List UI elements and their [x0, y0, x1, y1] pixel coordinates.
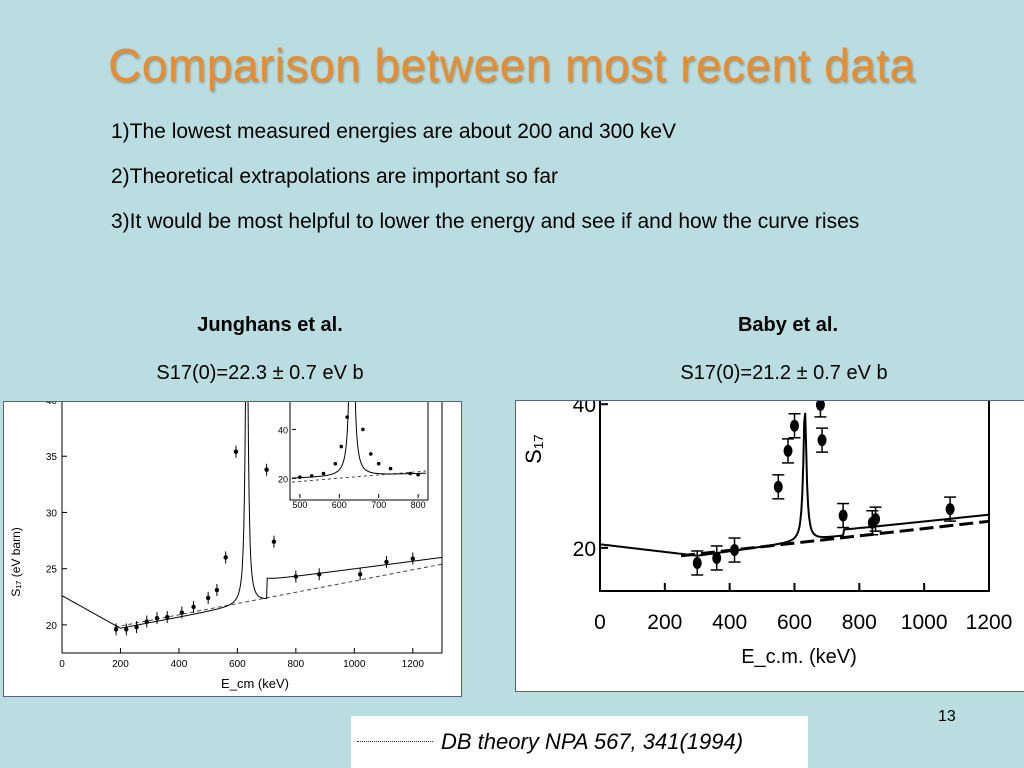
- data-point: [783, 444, 793, 457]
- fit-curve: [599, 412, 990, 557]
- inset-x-tick-label: 700: [371, 500, 386, 510]
- y-tick-label: 40: [46, 402, 58, 407]
- x-tick-label: 0: [59, 659, 65, 670]
- data-point: [815, 401, 825, 411]
- inset-data-point: [345, 415, 349, 419]
- data-point: [871, 513, 881, 526]
- bullet-2: 2)Theoretical extrapolations are importa…: [111, 165, 559, 188]
- x-tick-label: 200: [112, 659, 129, 670]
- bullet-3: 3)It would be most helpful to lower the …: [111, 210, 860, 233]
- bullet-1: 1)The lowest measured energies are about…: [111, 120, 677, 143]
- inset-data-point: [416, 472, 420, 477]
- junghans-chart-panel: 0 200 400 600 800 1000 1200 20 25 30 35 40 S₁₇ (eV …: [3, 401, 462, 697]
- y-tick-label: 20: [46, 621, 58, 632]
- inset-x-tick-label: 500: [292, 500, 307, 510]
- data-point: [214, 587, 220, 593]
- inset-frame: [289, 402, 429, 501]
- page-number: 13: [938, 708, 956, 725]
- y-tick-label: 30: [46, 508, 58, 519]
- inset-data-point: [388, 466, 393, 471]
- data-point: [410, 556, 415, 561]
- x-tick-label: 600: [777, 611, 812, 634]
- data-point: [730, 544, 740, 557]
- baby-chart-panel: 0 200 400 600 800 1000 1200 20 40 S₁₇ E_c.m. (ke…: [515, 400, 1024, 692]
- data-point: [205, 595, 211, 601]
- y-tick-label: 40: [573, 401, 596, 417]
- plot-frame: [61, 402, 443, 654]
- data-point: [838, 509, 848, 522]
- data-point: [817, 434, 827, 447]
- data-point: [712, 551, 722, 564]
- y-tick-label: 25: [46, 565, 58, 576]
- inset-x-tick-label: 800: [411, 500, 426, 510]
- inset-data-point: [298, 475, 302, 479]
- data-point: [144, 619, 149, 624]
- data-point: [945, 503, 955, 516]
- x-tick-label: 600: [229, 659, 246, 670]
- inset-fit-curve: [292, 402, 426, 479]
- y-tick-label: 20: [573, 538, 596, 561]
- x-tick-label: 1200: [966, 611, 1013, 634]
- page-title: Comparison between most recent data: [108, 39, 916, 91]
- legend-box: DB theory NPA 567, 341(1994): [351, 716, 808, 768]
- data-point: [113, 627, 119, 632]
- baby-chart: 0 200 400 600 800 1000 1200 20 40 S₁₇ E_c.m. (ke…: [521, 401, 1013, 668]
- x-tick-label: 0: [594, 611, 606, 634]
- x-tick-label: 400: [171, 659, 188, 670]
- left-result: S17(0)=22.3 ± 0.7 eV b: [156, 362, 364, 384]
- data-point: [384, 559, 389, 565]
- inset-y-tick-label: 40: [278, 425, 288, 435]
- y-axis-label: S₁₇: [521, 434, 546, 464]
- inset-data-point: [309, 474, 314, 478]
- data-point: [134, 624, 139, 630]
- inset-theory: [291, 470, 427, 483]
- right-author: Baby et al.: [737, 314, 839, 336]
- legend-text: DB theory NPA 567, 341(1994): [441, 729, 744, 754]
- inset-data-point: [321, 471, 326, 476]
- data-point: [293, 574, 299, 579]
- data-point: [233, 449, 239, 454]
- inset-y-tick-label: 20: [278, 474, 288, 484]
- junghans-chart: 0 200 400 600 800 1000 1200 20 25 30 35 40 S₁₇ (eV …: [9, 402, 443, 691]
- y-axis-label: S₁₇ (eV barn): [9, 527, 23, 597]
- data-point: [165, 614, 170, 620]
- data-point: [124, 627, 129, 632]
- x-axis-label: E_cm (keV): [221, 676, 289, 691]
- x-axis-label: E_c.m. (keV): [741, 646, 857, 668]
- left-author: Junghans et al.: [197, 314, 343, 336]
- inset-x-tick-label: 600: [332, 500, 347, 510]
- y-tick-label: 35: [46, 452, 58, 463]
- data-point: [191, 604, 196, 610]
- data-point: [773, 480, 783, 493]
- fit-curve: [61, 402, 443, 629]
- data-point: [179, 610, 185, 615]
- inset-data-point: [361, 427, 365, 432]
- theory-curve: [114, 563, 443, 628]
- x-tick-label: 400: [712, 611, 747, 634]
- data-point: [790, 419, 799, 432]
- x-tick-label: 1000: [343, 659, 366, 670]
- bullet-list: 1)The lowest measured energies are about…: [111, 117, 931, 252]
- x-tick-label: 200: [647, 611, 682, 634]
- x-tick-label: 800: [288, 659, 305, 670]
- data-point: [692, 556, 702, 569]
- x-tick-label: 800: [842, 611, 877, 634]
- data-point: [317, 572, 322, 577]
- data-point: [264, 467, 269, 472]
- data-point: [223, 555, 228, 560]
- dotted-line-sample: [357, 741, 433, 742]
- inset-data-point: [333, 461, 338, 466]
- right-result: S17(0)=21.2 ± 0.7 eV b: [680, 362, 888, 384]
- inset-data-point: [339, 444, 344, 449]
- x-tick-label: 1000: [901, 611, 948, 634]
- data-point: [357, 572, 363, 577]
- data-point: [271, 539, 277, 544]
- inset-data-point: [408, 471, 413, 476]
- inset-data-point: [376, 461, 381, 466]
- data-point: [154, 615, 160, 621]
- x-tick-label: 1200: [402, 659, 425, 670]
- inset-data-point: [369, 452, 373, 456]
